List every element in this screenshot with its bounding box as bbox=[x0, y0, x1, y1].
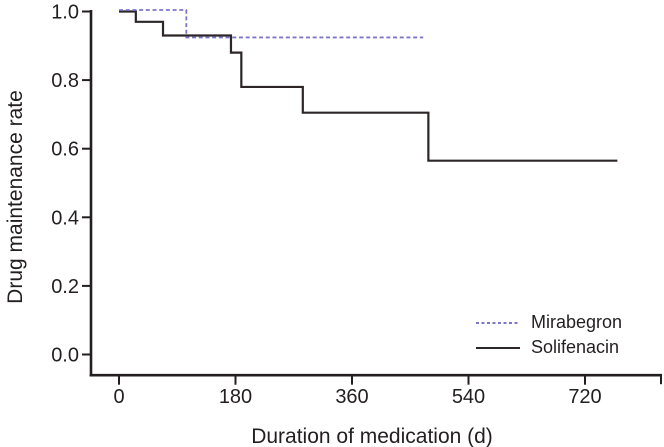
x-tick-label: 720 bbox=[568, 386, 601, 408]
legend-item-mirabegron: Mirabegron bbox=[476, 310, 622, 335]
x-axis-title: Duration of medication (d) bbox=[251, 425, 493, 447]
y-tick-label: 1.0 bbox=[51, 2, 79, 24]
mirabegron-dashed-line-swatch bbox=[476, 321, 520, 324]
y-tick-label: 0.0 bbox=[51, 345, 79, 367]
y-axis-title: Drug maintenance rate bbox=[4, 90, 27, 304]
solifenacin-solid-line-swatch bbox=[476, 346, 520, 349]
y-tick-label: 0.6 bbox=[51, 139, 79, 161]
legend: Mirabegron Solifenacin bbox=[476, 310, 622, 360]
legend-label-solifenacin: Solifenacin bbox=[531, 337, 620, 357]
x-tick-label: 0 bbox=[113, 386, 124, 408]
series-solifenacin-line bbox=[119, 10, 618, 162]
x-tick-label: 540 bbox=[452, 386, 485, 408]
legend-label-mirabegron: Mirabegron bbox=[531, 312, 623, 332]
y-tick-label: 0.4 bbox=[51, 207, 79, 229]
legend-item-solifenacin: Solifenacin bbox=[476, 335, 622, 360]
y-tick-label: 0.2 bbox=[51, 276, 79, 298]
x-tick-label: 180 bbox=[219, 386, 252, 408]
y-tick-label: 0.8 bbox=[51, 70, 79, 92]
x-tick-label: 360 bbox=[335, 386, 368, 408]
series-mirabegron-line bbox=[119, 9, 424, 39]
